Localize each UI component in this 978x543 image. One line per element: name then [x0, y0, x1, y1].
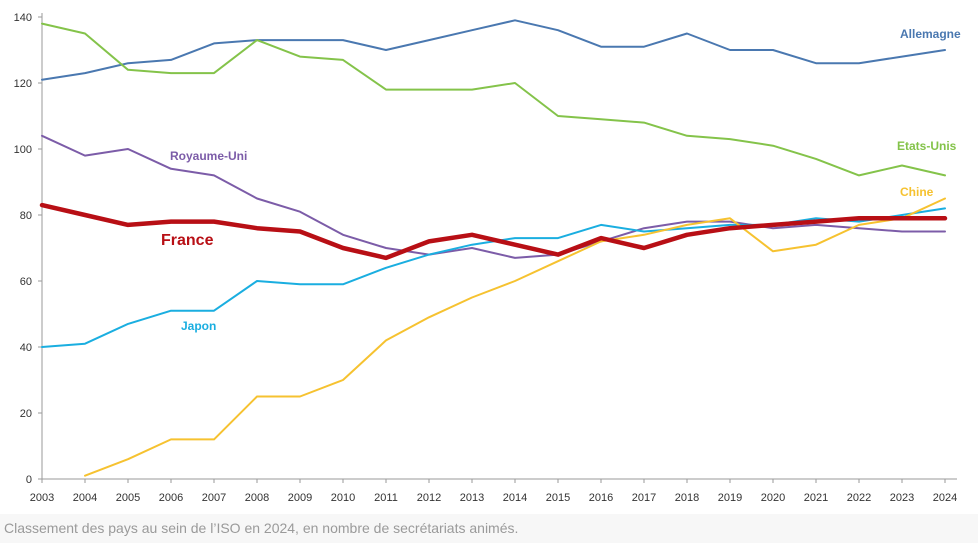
x-tick-label: 2013	[460, 492, 484, 504]
x-tick-label: 2023	[890, 492, 914, 504]
series-line-france	[39, 202, 948, 261]
x-tick-label: 2010	[331, 492, 355, 504]
x-tick-label: 2018	[675, 492, 699, 504]
series-line-etats-unis	[41, 22, 946, 177]
x-tick-label: 2007	[202, 492, 226, 504]
y-tick-label: 80	[20, 210, 32, 222]
y-tick-label: 60	[20, 276, 32, 288]
x-tick-label: 2006	[159, 492, 183, 504]
series-line-royaume-uni	[41, 134, 946, 259]
y-tick-label: 20	[20, 408, 32, 420]
y-tick-label: 0	[26, 474, 32, 486]
line-chart: 0 20 40 60 80 100 120 140 2003 2004 2005 2006 2007 20…	[14, 12, 961, 504]
y-tick-label: 140	[14, 12, 32, 24]
series-label-japon: Japon	[181, 319, 216, 333]
x-tick-label: 2020	[761, 492, 785, 504]
y-tick-label: 40	[20, 342, 32, 354]
series-line-allemagne	[41, 19, 946, 81]
series-line-chine	[84, 197, 946, 477]
x-tick-label: 2005	[116, 492, 140, 504]
x-tick-label: 2024	[933, 492, 957, 504]
y-tick-label: 120	[14, 78, 32, 90]
x-tick-label: 2009	[288, 492, 312, 504]
x-tick-label: 2011	[374, 492, 398, 504]
chart-caption: Classement des pays au sein de l’ISO en …	[4, 520, 519, 536]
series-line-japon	[41, 207, 946, 348]
x-tick-label: 2019	[718, 492, 742, 504]
x-tick-label: 2012	[417, 492, 441, 504]
x-tick-label: 2004	[73, 492, 97, 504]
series-label-france: France	[161, 232, 214, 249]
x-tick-label: 2008	[245, 492, 269, 504]
caption-bar: Classement des pays au sein de l’ISO en …	[0, 514, 978, 543]
series-label-etats-unis: Etats-Unis	[897, 139, 957, 153]
y-tick-label: 100	[14, 144, 32, 156]
series-label-allemagne: Allemagne	[900, 27, 961, 41]
x-tick-label: 2016	[589, 492, 613, 504]
x-tick-label: 2021	[804, 492, 828, 504]
x-tick-label: 2015	[546, 492, 570, 504]
x-tick-label: 2014	[503, 492, 527, 504]
series-label-royaume-uni: Royaume-Uni	[170, 149, 247, 163]
x-tick-label: 2022	[847, 492, 871, 504]
x-tick-label: 2017	[632, 492, 656, 504]
x-tick-label: 2003	[30, 492, 54, 504]
series-label-chine: Chine	[900, 185, 934, 199]
